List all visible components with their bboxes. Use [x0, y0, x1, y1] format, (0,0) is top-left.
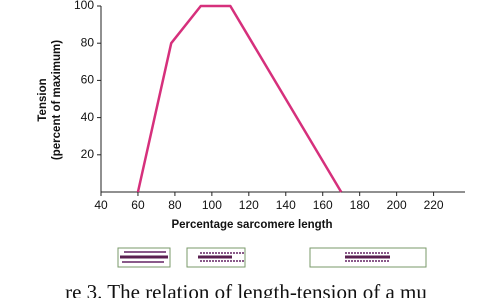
caption: re 3. The relation of length-tension of …	[65, 280, 427, 298]
y-tick-label: 100	[74, 0, 94, 12]
x-tick-label: 220	[424, 198, 444, 212]
x-tick-label: 160	[313, 198, 333, 212]
y-tick-label: 20	[81, 147, 95, 161]
x-tick-label: 120	[239, 198, 259, 212]
x-tick-label: 100	[202, 198, 222, 212]
y-tick-label: 60	[81, 73, 95, 87]
sarcomere-diagrams	[117, 247, 427, 268]
tension-curve	[136, 4, 343, 193]
x-tick-label: 60	[131, 198, 145, 212]
x-axis-label: Percentage sarcomere length	[171, 219, 332, 231]
x-tick-label: 180	[350, 198, 370, 212]
y-axis-label: (percent of maximum)	[51, 40, 63, 160]
x-tick-label: 80	[168, 198, 182, 212]
x-tick-label: 40	[94, 198, 108, 212]
y-tick-label: 40	[81, 110, 95, 124]
x-tick-label: 140	[276, 198, 296, 212]
y-tick-label: 80	[81, 35, 95, 49]
y-axis-label: Tension	[37, 78, 49, 121]
x-tick-label: 200	[387, 198, 407, 212]
